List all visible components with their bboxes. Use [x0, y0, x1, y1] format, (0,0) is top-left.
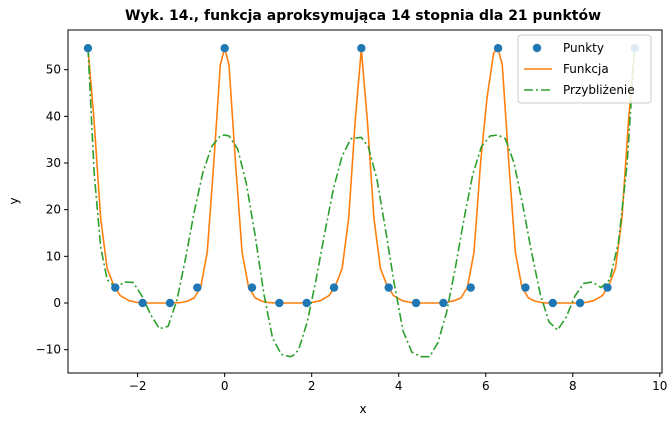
y-tick-label: 40: [46, 109, 61, 123]
x-tick-label: −2: [129, 379, 147, 393]
x-tick-label: 2: [308, 379, 316, 393]
legend-label: Punkty: [563, 41, 604, 55]
y-axis-label: y: [7, 197, 21, 204]
x-tick-label: 10: [652, 379, 667, 393]
x-tick-label: 4: [395, 379, 403, 393]
x-axis-label: x: [359, 402, 366, 416]
plot-frame: [67, 29, 663, 374]
data-point: [384, 283, 393, 292]
data-point: [193, 283, 202, 292]
data-point: [575, 298, 585, 308]
data-point: [466, 283, 475, 292]
data-point: [439, 298, 448, 308]
data-point: [220, 44, 229, 53]
legend-label: Przybliżenie: [563, 83, 635, 97]
y-tick-label: 20: [46, 203, 61, 217]
data-point: [83, 44, 93, 53]
x-tick-label: 8: [569, 379, 577, 393]
data-point: [548, 298, 557, 308]
data-point: [357, 44, 366, 53]
series-line-approximation: [87, 48, 636, 358]
data-point: [138, 298, 147, 308]
legend-marker-points: [532, 43, 542, 53]
chart-title: Wyk. 14., funkcja aproksymująca 14 stopn…: [125, 8, 601, 24]
legend: Punkty Funkcja Przybliżenie: [517, 34, 652, 104]
legend-box: [517, 34, 652, 104]
data-point: [493, 44, 503, 53]
x-tick-label: 0: [221, 379, 229, 393]
data-point: [411, 298, 421, 308]
x-axis: −2 0 2 4 6 8 10: [129, 373, 667, 393]
data-point: [329, 283, 339, 292]
legend-label: Funkcja: [563, 62, 609, 76]
data-point: [275, 298, 284, 308]
y-tick-label: 0: [53, 296, 61, 310]
y-tick-label: −10: [36, 343, 61, 357]
data-point: [302, 298, 311, 308]
y-tick-label: 50: [46, 63, 61, 77]
data-point: [247, 283, 257, 292]
data-point: [165, 298, 175, 308]
y-axis: −10 0 10 20 30 40 50: [36, 63, 68, 357]
data-point: [111, 283, 120, 292]
y-tick-label: 10: [46, 249, 61, 263]
y-tick-label: 30: [46, 156, 61, 170]
data-point: [603, 283, 612, 292]
x-tick-label: 6: [482, 379, 490, 393]
data-point: [521, 283, 530, 292]
